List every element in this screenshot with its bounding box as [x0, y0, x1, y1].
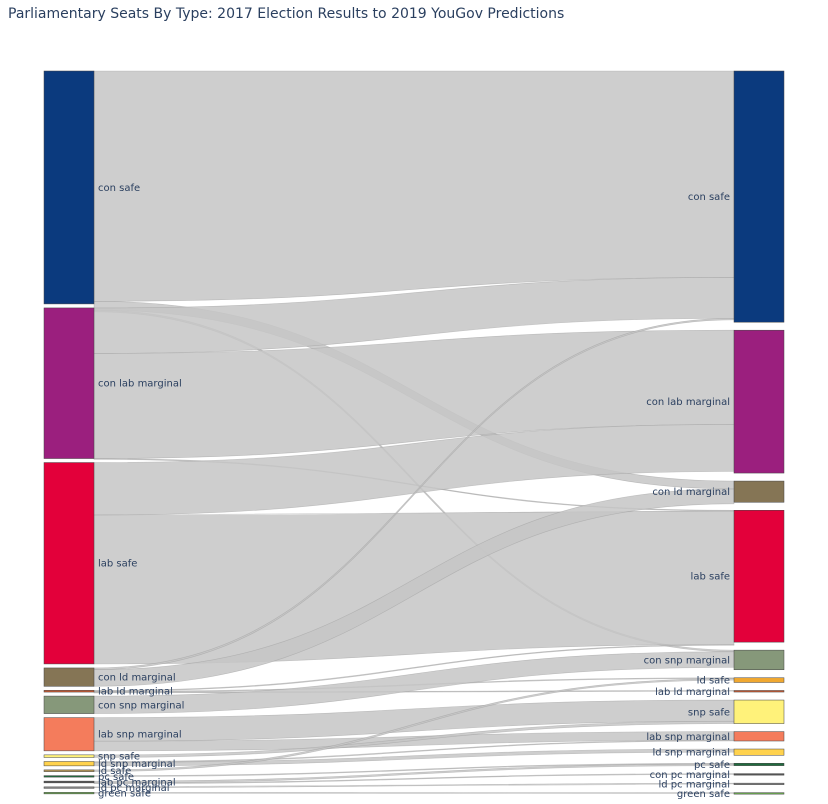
sankey-node-label-right: con safe	[688, 192, 730, 203]
sankey-node-left-pc-safe[interactable]	[43, 775, 95, 778]
sankey-node-left-con-safe[interactable]	[43, 70, 95, 305]
sankey-node-label-left: pc safe	[98, 772, 134, 783]
sankey-node-right-ld-safe[interactable]	[733, 677, 785, 683]
sankey-node-label-right: lab ld marginal	[655, 687, 730, 698]
sankey-node-label-left: lab pc marginal	[98, 777, 176, 788]
sankey-node-label-right: con snp marginal	[644, 655, 730, 666]
sankey-node-left-lab-safe[interactable]	[43, 462, 95, 665]
sankey-node-left-green-safe[interactable]	[43, 792, 95, 795]
sankey-node-right-lab-safe[interactable]	[733, 510, 785, 643]
sankey-node-label-left: con lab marginal	[98, 379, 182, 390]
sankey-node-right-con-ld-marginal[interactable]	[733, 480, 785, 503]
sankey-node-left-ld-safe[interactable]	[43, 769, 95, 772]
sankey-node-label-right: pc safe	[694, 760, 730, 771]
sankey-node-label-right: lab snp marginal	[646, 732, 730, 743]
sankey-node-label-right: ld snp marginal	[652, 748, 730, 759]
sankey-link[interactable]	[93, 792, 735, 794]
sankey-node-right-con-pc-marginal[interactable]	[733, 773, 785, 776]
sankey-node-label-left: con ld marginal	[98, 673, 176, 684]
sankey-node-left-snp-safe[interactable]	[43, 754, 95, 758]
sankey-node-label-right: con lab marginal	[646, 397, 730, 408]
sankey-node-label-right: green safe	[677, 789, 730, 800]
sankey-node-label-right: con ld marginal	[652, 487, 730, 498]
sankey-node-left-lab-snp-marginal[interactable]	[43, 717, 95, 752]
sankey-node-right-green-safe[interactable]	[733, 792, 785, 795]
sankey-node-label-right: con pc marginal	[650, 770, 730, 781]
sankey-link[interactable]	[93, 488, 735, 687]
sankey-node-label-right: lab safe	[691, 572, 730, 583]
sankey-labels: con safe con lab marginal lab safe con ld m…	[98, 183, 730, 800]
sankey-node-right-ld-snp-marginal[interactable]	[733, 748, 785, 756]
sankey-node-label-left: con safe	[98, 183, 140, 194]
sankey-node-label-left: ld pc marginal	[98, 783, 170, 794]
sankey-node-right-con-safe[interactable]	[733, 70, 785, 323]
sankey-node-left-lab-ld-marginal[interactable]	[43, 690, 95, 693]
sankey-node-label-left: ld safe	[98, 766, 131, 777]
chart-title: Parliamentary Seats By Type: 2017 Electi…	[8, 6, 565, 22]
sankey-node-right-con-lab-marginal[interactable]	[733, 329, 785, 474]
sankey-node-right-lab-ld-marginal[interactable]	[733, 690, 785, 693]
sankey-nodes	[43, 70, 785, 795]
sankey-node-label-left: con snp marginal	[98, 700, 184, 711]
sankey-node-label-left: lab snp marginal	[98, 730, 182, 741]
sankey-node-right-snp-safe[interactable]	[733, 699, 785, 724]
sankey-node-right-lab-snp-marginal[interactable]	[733, 731, 785, 742]
sankey-node-left-ld-pc-marginal[interactable]	[43, 786, 95, 789]
sankey-link[interactable]	[93, 70, 735, 302]
sankey-node-label-left: lab ld marginal	[98, 687, 173, 698]
sankey-links	[93, 70, 735, 794]
sankey-node-left-con-ld-marginal[interactable]	[43, 667, 95, 687]
sankey-link[interactable]	[93, 644, 735, 692]
sankey-node-right-con-snp-marginal[interactable]	[733, 649, 785, 671]
sankey-node-right-pc-safe[interactable]	[733, 763, 785, 766]
sankey-node-right-ld-pc-marginal[interactable]	[733, 782, 785, 785]
sankey-node-left-ld-snp-marginal[interactable]	[43, 761, 95, 767]
sankey-link[interactable]	[93, 782, 735, 789]
sankey-node-label-left: snp safe	[98, 752, 140, 763]
sankey-node-left-con-lab-marginal[interactable]	[43, 307, 95, 459]
sankey-node-label-left: green safe	[98, 789, 151, 800]
sankey-node-label-left: lab safe	[98, 559, 137, 570]
sankey-node-label-right: snp safe	[688, 707, 730, 718]
sankey-node-label-left: ld snp marginal	[98, 759, 176, 770]
sankey-node-label-right: ld pc marginal	[658, 779, 730, 790]
sankey-node-label-right: ld safe	[697, 676, 730, 687]
sankey-node-left-lab-pc-marginal[interactable]	[43, 780, 95, 784]
sankey-node-left-con-snp-marginal[interactable]	[43, 695, 95, 714]
